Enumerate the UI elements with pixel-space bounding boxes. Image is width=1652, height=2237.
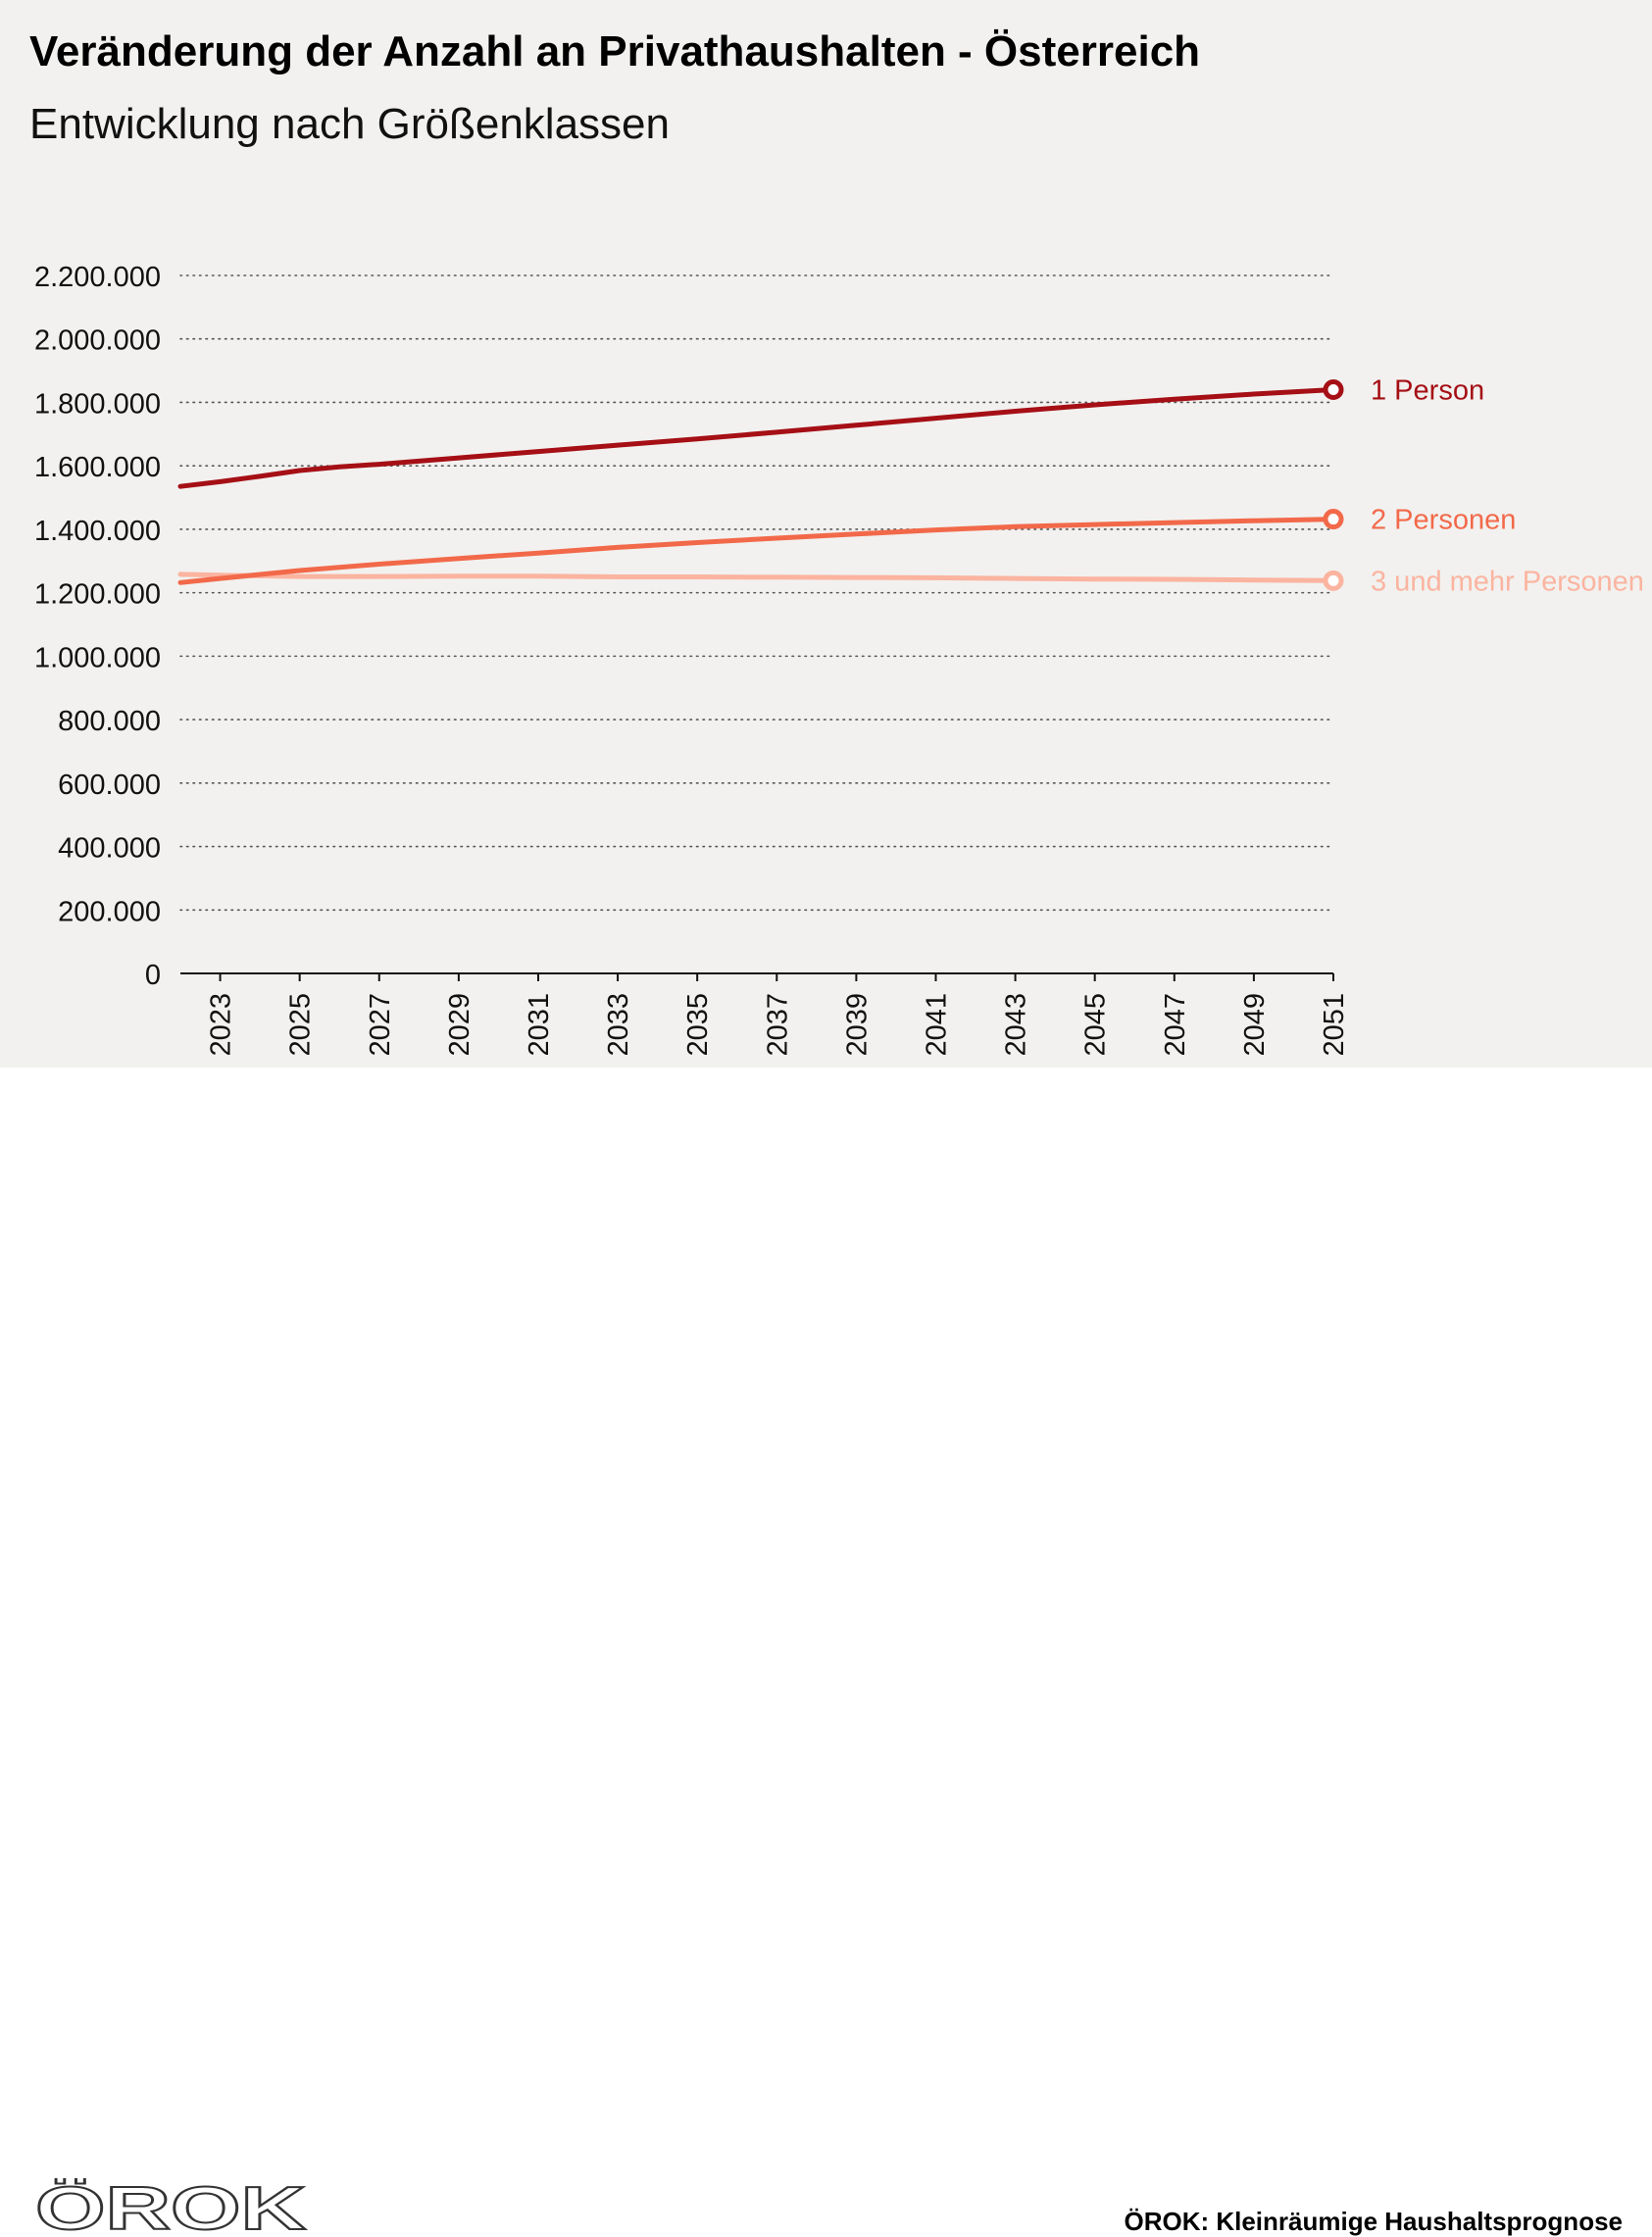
series-line	[177, 517, 1336, 585]
y-tick-label: 1.400.000	[34, 516, 161, 547]
series-label: 3 und mehr Personen	[1371, 566, 1644, 597]
x-tick-label: 2033	[603, 993, 634, 1057]
y-tick-label: 1.600.000	[34, 452, 161, 483]
series-label: 1 Person	[1371, 375, 1484, 407]
y-tick-label: 2.000.000	[34, 325, 161, 357]
x-tick-label: 2031	[524, 993, 555, 1057]
y-tick-label: 1.800.000	[34, 388, 161, 420]
y-tick-label: 1.000.000	[34, 642, 161, 673]
series-end-marker	[1323, 509, 1344, 530]
chart-area: Veränderung der Anzahl an Privathaushalt…	[0, 0, 1652, 1068]
series-line	[177, 387, 1336, 489]
series-line	[177, 572, 1336, 583]
chart-title: Veränderung der Anzahl an Privathaushalt…	[29, 27, 1201, 75]
y-tick-label: 800.000	[58, 706, 161, 737]
y-tick-label: 1.200.000	[34, 579, 161, 611]
series-label: 2 Personen	[1371, 505, 1516, 536]
x-tick-label: 2045	[1080, 993, 1112, 1057]
source-note: ÖROK: Kleinräumige Haushaltsprognose	[1124, 2207, 1623, 2236]
series-end-marker	[1323, 379, 1344, 401]
y-tick-label: 600.000	[58, 770, 161, 801]
y-tick-label: 400.000	[58, 833, 161, 865]
x-tick-label: 2051	[1319, 993, 1350, 1057]
y-tick-label: 2.200.000	[34, 262, 161, 293]
x-tick-label: 2039	[841, 993, 873, 1057]
line-chart: 0 200.000 400.000 600.000 800.000 1.000.000 1.…	[34, 262, 1644, 1057]
x-tick-label: 2035	[682, 993, 714, 1057]
x-tick-label: 2027	[365, 993, 396, 1057]
x-tick-label: 2025	[285, 993, 317, 1057]
x-tick-label: 2023	[206, 993, 237, 1057]
x-tick-label: 2037	[762, 993, 793, 1057]
chart-subtitle: Entwicklung nach Größenklassen	[29, 100, 670, 148]
y-tick-label: 0	[145, 960, 161, 991]
x-tick-label: 2047	[1160, 993, 1191, 1057]
x-tick-label: 2041	[921, 993, 952, 1057]
series-end-marker	[1323, 570, 1344, 591]
x-tick-label: 2029	[444, 993, 476, 1057]
oerok-logo: ÖROK	[35, 2178, 307, 2233]
x-tick-label: 2043	[1001, 993, 1032, 1057]
footer: ÖROK ÖROK: Kleinräumige Haushaltsprognos…	[0, 1068, 1652, 2236]
y-tick-label: 200.000	[58, 896, 161, 927]
x-tick-label: 2049	[1239, 993, 1271, 1057]
logo-text: ÖROK	[35, 2178, 306, 2233]
